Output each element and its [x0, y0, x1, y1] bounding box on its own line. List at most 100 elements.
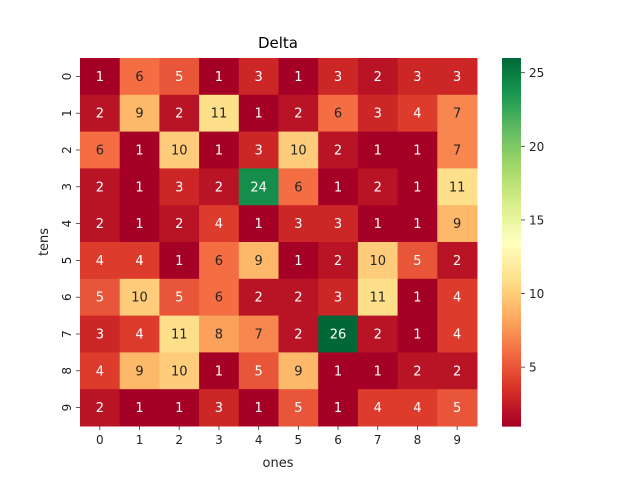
heatmap-cell: [238, 352, 279, 390]
colorbar-segment: [502, 257, 521, 261]
colorbar-segment: [502, 269, 521, 274]
colorbar-segment: [502, 211, 521, 215]
heatmap-cell: [159, 242, 200, 280]
colorbar-segment: [502, 294, 521, 298]
heatmap-cell: [159, 131, 200, 169]
heatmap-cell: [318, 389, 359, 427]
cell-value-label: 1: [334, 401, 342, 416]
heatmap-cell: [357, 352, 399, 390]
cell-value-label: 5: [255, 364, 263, 379]
colorbar-segment: [502, 196, 521, 200]
cell-value-label: 3: [374, 107, 382, 122]
cell-value-label: 1: [135, 217, 143, 232]
colorbar-segment: [502, 140, 521, 145]
cell-value-label: 1: [255, 107, 263, 122]
colorbar-segment: [502, 419, 521, 424]
colorbar-segment: [502, 202, 521, 206]
cell-value-label: 4: [413, 107, 421, 122]
colorbar-segment: [502, 284, 521, 289]
heatmap-cell: [278, 131, 319, 169]
colorbar-segment: [502, 291, 521, 295]
cell-value-label: 9: [453, 217, 461, 232]
heatmap-cell: [278, 352, 319, 390]
heatmap-cell: [199, 278, 240, 317]
colorbar-segment: [502, 297, 521, 301]
heatmap-cell: [357, 315, 399, 353]
heatmap-cell: [199, 352, 240, 390]
heatmap-cell: [159, 352, 200, 390]
x-tick-label: 5: [295, 433, 303, 447]
cell-value-label: 5: [175, 291, 183, 306]
heatmap-cell: [199, 205, 240, 243]
heatmap-cell: [357, 242, 399, 280]
cell-value-label: 8: [215, 328, 223, 343]
y-tick-label: 9: [60, 404, 74, 412]
cell-value-label: 4: [453, 328, 461, 343]
heatmap-cell: [437, 205, 478, 243]
cell-value-label: 2: [215, 180, 223, 195]
colorbar-segment: [502, 327, 521, 332]
cell-value-label: 1: [175, 254, 183, 269]
colorbar-segment: [502, 395, 521, 399]
cell-value-label: 1: [255, 401, 263, 416]
heatmap-cell: [437, 315, 478, 353]
cell-value-label: 9: [135, 107, 143, 122]
cell-value-label: 1: [215, 364, 223, 379]
colorbar-tick-label: 10: [529, 287, 544, 301]
colorbar-segment: [502, 416, 521, 421]
colorbar-segment: [502, 355, 521, 360]
x-axis: 0 1 2 3 4 5 6 7 8 9: [96, 426, 461, 447]
cell-value-label: 6: [135, 70, 143, 85]
colorbar-segment: [502, 263, 521, 268]
colorbar-tick-label: 25: [529, 66, 544, 80]
heatmap-cell: [238, 205, 279, 243]
heatmap-cell: [397, 131, 438, 169]
heatmap-cell: [278, 94, 319, 133]
x-tick-label: 6: [334, 433, 342, 447]
colorbar-segment: [502, 238, 521, 243]
y-tick-label: 1: [60, 109, 74, 117]
cell-value-label: 4: [374, 401, 382, 416]
heatmap-cell: [80, 278, 121, 317]
y-tick-label: 8: [60, 367, 74, 375]
cell-value-label: 1: [175, 401, 183, 416]
cell-value-label: 2: [96, 107, 104, 122]
heatmap-cell: [80, 58, 121, 96]
colorbar-segment: [502, 177, 521, 182]
colorbar-segment: [502, 300, 521, 304]
cell-value-label: 1: [294, 70, 302, 85]
cell-value-label: 2: [334, 144, 342, 159]
heatmap-cell: [278, 168, 319, 206]
cell-value-label: 2: [374, 180, 382, 195]
colorbar-segment: [502, 205, 521, 209]
colorbar-segment: [502, 358, 521, 363]
colorbar-segment: [502, 251, 521, 255]
x-tick-label: 0: [96, 433, 104, 447]
heatmap-cell: [437, 389, 478, 427]
cell-value-label: 11: [211, 107, 228, 122]
heatmap-cell: [199, 58, 240, 96]
heatmap-cell: [80, 352, 121, 390]
colorbar-segment: [502, 324, 521, 329]
colorbar-segment: [502, 146, 521, 151]
colorbar-segment: [502, 410, 521, 415]
colorbar-segment: [502, 104, 521, 108]
colorbar-segment: [502, 398, 521, 403]
colorbar-segment: [502, 58, 521, 62]
heatmap-cell: [238, 131, 279, 169]
colorbar-segment: [502, 220, 521, 225]
cell-value-label: 2: [255, 291, 263, 306]
colorbar-segment: [502, 128, 521, 133]
colorbar-segment: [502, 119, 521, 123]
heatmap-cell: [199, 131, 240, 169]
x-tick-label: 7: [374, 433, 382, 447]
x-tick-label: 1: [136, 433, 144, 447]
colorbar-segment: [502, 137, 521, 142]
cell-value-label: 1: [294, 254, 302, 269]
heatmap-cell: [159, 94, 200, 133]
heatmap-cell: [119, 205, 160, 243]
colorbar-segment: [502, 125, 521, 130]
colorbar-segment: [502, 266, 521, 271]
colorbar-segment: [502, 67, 521, 71]
heatmap-cell: [159, 58, 200, 96]
